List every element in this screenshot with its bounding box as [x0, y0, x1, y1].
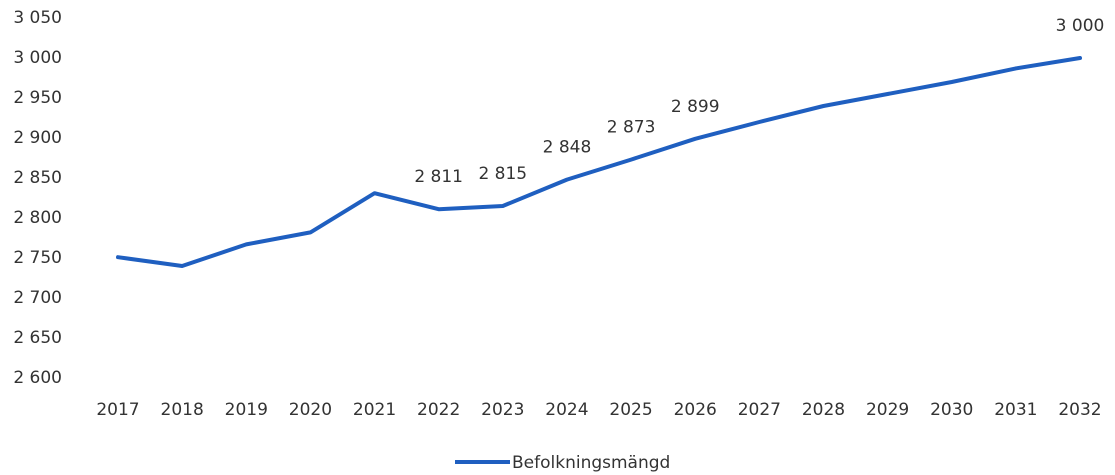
data-line: [116, 56, 1082, 268]
data-label: 2 873: [607, 118, 656, 138]
x-tick-label: 2022: [417, 400, 460, 420]
x-tick-label: 2024: [545, 400, 588, 420]
y-tick-label: 3 050: [13, 8, 62, 28]
x-tick-label: 2019: [225, 400, 268, 420]
x-tick-label: 2020: [289, 400, 332, 420]
y-tick-label: 3 000: [13, 48, 62, 68]
data-label: 2 899: [671, 97, 720, 117]
y-tick-label: 2 900: [13, 128, 62, 148]
x-tick-label: 2027: [738, 400, 781, 420]
x-tick-label: 2017: [96, 400, 139, 420]
y-tick-label: 2 650: [13, 328, 62, 348]
x-tick-label: 2025: [609, 400, 652, 420]
y-tick-label: 2 600: [13, 368, 62, 388]
data-label: 3 000: [1056, 16, 1105, 36]
x-tick-label: 2023: [481, 400, 524, 420]
data-label: 2 815: [478, 164, 527, 184]
data-label: 2 848: [543, 138, 592, 158]
x-tick-label: 2032: [1058, 400, 1101, 420]
x-tick-label: 2021: [353, 400, 396, 420]
x-tick-label: 2026: [674, 400, 717, 420]
legend-label: Befolkningsmängd: [512, 453, 670, 473]
data-label: 2 811: [414, 167, 463, 187]
y-tick-label: 2 950: [13, 88, 62, 108]
x-tick-label: 2028: [802, 400, 845, 420]
x-tick-label: 2030: [930, 400, 973, 420]
y-tick-label: 2 800: [13, 208, 62, 228]
x-tick-label: 2031: [994, 400, 1037, 420]
x-tick-label: 2018: [161, 400, 204, 420]
y-tick-label: 2 700: [13, 288, 62, 308]
x-tick-label: 2029: [866, 400, 909, 420]
y-tick-label: 2 750: [13, 248, 62, 268]
y-tick-label: 2 850: [13, 168, 62, 188]
